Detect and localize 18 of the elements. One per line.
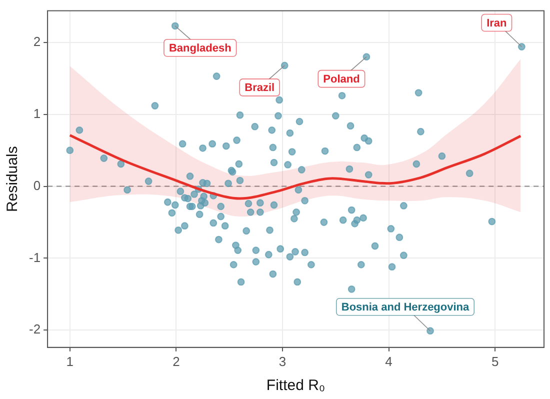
y-tick-label: 2 [33, 34, 41, 50]
x-tick-label: 1 [66, 354, 74, 369]
x-tick-label: 4 [385, 354, 392, 369]
annotation: Poland [323, 73, 360, 86]
annotation: Bangladesh [168, 42, 232, 54]
y-tick-label: 1 [33, 106, 41, 121]
annotation: Bosnia and Herzegovina [341, 301, 470, 314]
y-tick-label: -1 [28, 250, 41, 265]
y-axis-title: Residuals [4, 146, 22, 212]
annotation: Iran [486, 17, 508, 30]
y-tick-label: -2 [28, 322, 41, 337]
x-tick-label: 2 [172, 354, 180, 369]
x-tick-label: 3 [278, 354, 286, 369]
annotation: Brazil [244, 82, 275, 94]
line-series [68, 134, 522, 200]
y-tick-label: 0 [33, 178, 41, 193]
x-tick-label: 5 [491, 354, 499, 369]
x-axis-title: Fitted R₀ [266, 377, 326, 394]
